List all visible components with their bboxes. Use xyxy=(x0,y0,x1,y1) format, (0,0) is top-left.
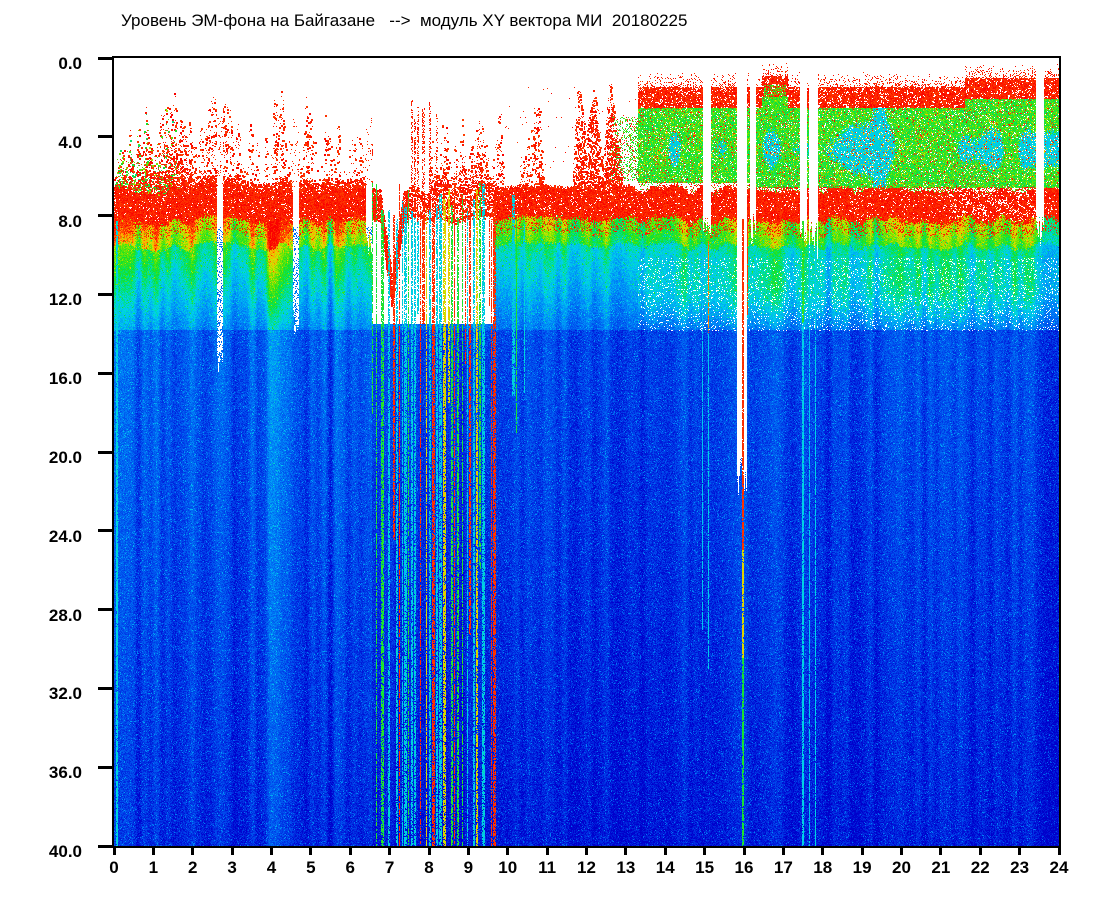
y-axis-tick xyxy=(98,450,112,454)
x-axis-tick xyxy=(663,846,667,855)
y-axis-tick xyxy=(98,686,112,690)
y-axis-label: 36.0 xyxy=(48,763,82,783)
x-axis-tick xyxy=(506,846,510,855)
y-axis-label: 32.0 xyxy=(48,684,82,704)
x-axis-label: 17 xyxy=(773,858,793,877)
x-axis-tick xyxy=(309,846,313,855)
y-axis-tick xyxy=(98,135,112,139)
x-axis-label: 18 xyxy=(813,858,833,877)
x-axis-label: 24 xyxy=(1049,858,1069,877)
y-axis-tick xyxy=(98,371,112,375)
x-axis-label: 3 xyxy=(227,858,237,877)
x-axis-tick xyxy=(545,846,549,855)
x-axis-label: 4 xyxy=(266,858,277,877)
x-axis-tick xyxy=(1057,846,1061,855)
y-axis-label: 28.0 xyxy=(48,605,82,625)
x-axis-tick xyxy=(270,846,273,855)
y-axis-label: 24.0 xyxy=(48,526,82,546)
x-axis-label: 9 xyxy=(463,858,474,877)
x-axis-tick xyxy=(466,846,470,855)
x-axis-label: 21 xyxy=(931,858,951,877)
y-axis-tick xyxy=(98,529,112,533)
x-axis-label: 22 xyxy=(970,858,990,877)
y-axis-label: 40.0 xyxy=(48,842,82,861)
x-axis-label: 23 xyxy=(1010,858,1030,877)
x-axis-tick xyxy=(112,846,116,855)
x-axis-tick xyxy=(978,846,982,855)
x-axis-tick xyxy=(939,846,943,855)
x-axis-tick xyxy=(1018,846,1022,855)
x-axis-tick xyxy=(742,846,746,855)
x-axis-label: 11 xyxy=(538,858,557,877)
y-axis-label: 0.0 xyxy=(58,54,82,73)
y-axis-tick xyxy=(98,608,112,612)
x-axis-tick xyxy=(821,846,825,855)
y-axis-label: 16.0 xyxy=(48,369,82,389)
y-axis-label: 4.0 xyxy=(58,132,82,152)
x-axis-label: 8 xyxy=(424,858,434,877)
x-axis-label: 5 xyxy=(306,858,316,877)
x-axis-label: 7 xyxy=(384,858,395,877)
x-axis-label: 15 xyxy=(695,858,715,877)
x-axis-tick xyxy=(781,846,785,855)
y-axis-label: 12.0 xyxy=(48,290,82,310)
y-axis-tick xyxy=(98,56,112,60)
x-axis-label: 10 xyxy=(498,858,518,877)
x-axis-label: 20 xyxy=(892,858,911,877)
x-axis-label: 12 xyxy=(577,858,596,877)
x-axis-label: 14 xyxy=(655,858,675,877)
y-axis-label: 8.0 xyxy=(58,211,82,231)
x-axis-tick xyxy=(388,846,392,855)
x-axis-tick xyxy=(860,846,864,855)
y-axis-label: 20.0 xyxy=(48,448,82,467)
y-axis-tick xyxy=(98,292,112,296)
x-axis-tick xyxy=(348,846,352,855)
x-axis-label: 1 xyxy=(148,858,159,877)
x-axis-tick xyxy=(900,846,903,855)
x-axis-tick xyxy=(230,846,234,855)
x-axis-tick xyxy=(191,846,195,855)
x-axis-tick xyxy=(585,846,588,855)
x-axis-label: 0 xyxy=(109,858,119,877)
chart-title: Уровень ЭМ-фона на Байгазане --> модуль … xyxy=(121,11,688,30)
y-axis-tick xyxy=(98,844,112,848)
x-axis-tick xyxy=(151,846,155,855)
x-axis-label: 2 xyxy=(188,858,198,877)
y-axis-tick xyxy=(98,765,112,769)
x-axis-label: 19 xyxy=(852,858,872,877)
x-axis-tick xyxy=(427,846,431,855)
x-axis-tick xyxy=(624,846,628,855)
x-axis-label: 16 xyxy=(734,858,754,877)
spectrogram-canvas xyxy=(114,58,1059,846)
x-axis-label: 6 xyxy=(345,858,355,877)
y-axis-tick xyxy=(98,214,112,218)
x-axis-tick xyxy=(703,846,707,855)
plot-area xyxy=(112,56,1061,848)
x-axis-label: 13 xyxy=(616,858,636,877)
